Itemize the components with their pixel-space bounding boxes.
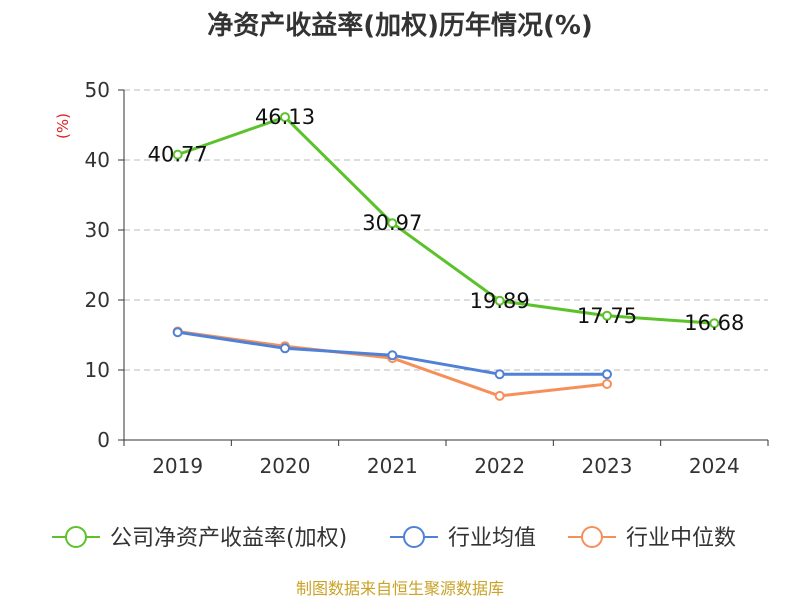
data-label: 30.97 <box>362 211 422 235</box>
legend-label: 行业中位数 <box>626 526 736 551</box>
data-point <box>172 149 183 160</box>
legend-item: 公司净资产收益率(加权) <box>52 526 347 551</box>
data-point <box>387 218 398 229</box>
series-0: 40.77 46.13 30.97 19.89 17.75 16.68 <box>148 105 745 335</box>
legend: 公司净资产收益率(加权) 行业均值 行业中位数 <box>52 526 736 551</box>
y-tick-label: 30 <box>85 218 110 242</box>
y-axis-label: (%) <box>54 113 72 139</box>
data-point <box>602 369 612 380</box>
series-line <box>177 115 715 325</box>
data-point <box>494 295 505 306</box>
x-tick-label: 2021 <box>367 454 418 478</box>
grid-lines <box>124 89 768 371</box>
data-point <box>494 369 505 380</box>
data-label: 40.77 <box>148 143 208 167</box>
data-point <box>494 390 505 401</box>
legend-marker-icon <box>581 526 603 548</box>
data-label: 19.89 <box>470 289 530 313</box>
x-tick-label: 2019 <box>152 454 203 478</box>
y-tick-label: 40 <box>85 148 110 172</box>
legend-item: 行业均值 <box>390 526 536 551</box>
legend-item: 行业中位数 <box>568 526 736 551</box>
source-note: 制图数据来自恒生聚源数据库 <box>296 579 504 598</box>
data-label: 46.13 <box>255 105 315 129</box>
y-tick-label: 0 <box>97 428 110 452</box>
data-point <box>709 318 720 329</box>
legend-marker-icon <box>65 526 87 548</box>
data-point <box>172 327 183 338</box>
legend-label: 行业均值 <box>448 526 536 551</box>
y-tick-label: 20 <box>85 288 110 312</box>
series-1 <box>172 327 612 380</box>
legend-label: 公司净资产收益率(加权) <box>110 526 347 551</box>
y-tick-label: 50 <box>85 78 110 102</box>
x-tick-label: 2020 <box>260 454 311 478</box>
y-tick-label: 10 <box>85 358 110 382</box>
legend-marker-icon <box>403 526 425 548</box>
x-tick-label: 2024 <box>689 454 740 478</box>
data-point <box>387 350 398 361</box>
axes: 0 10 20 30 40 50 2019 2020 2021 2022 2023 2024 <box>85 78 769 478</box>
data-point <box>602 310 612 321</box>
series-layer: 40.77 46.13 30.97 19.89 17.75 16.68 <box>148 105 745 401</box>
data-point <box>280 112 290 123</box>
chart-title: 净资产收益率(加权)历年情况(%) <box>207 10 593 41</box>
data-point <box>602 379 612 389</box>
data-label: 17.75 <box>577 304 637 328</box>
data-point <box>280 343 290 354</box>
x-tick-label: 2023 <box>582 454 633 478</box>
series-2 <box>172 326 612 401</box>
x-tick-label: 2022 <box>474 454 525 478</box>
data-label: 16.68 <box>684 311 744 335</box>
